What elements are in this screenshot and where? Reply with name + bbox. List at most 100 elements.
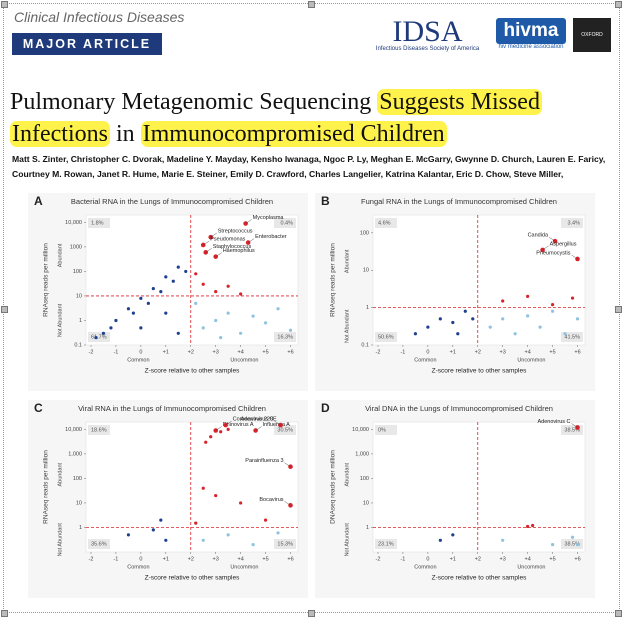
label-leader <box>548 236 556 242</box>
data-point <box>438 317 442 321</box>
quadrant-label: 0.4% <box>280 220 293 226</box>
data-point <box>159 518 163 522</box>
data-point <box>226 311 230 315</box>
x-right-label: Uncommon <box>230 357 258 363</box>
resize-handle[interactable] <box>615 1 622 8</box>
quadrant-label-box <box>88 425 110 435</box>
label-leader <box>255 426 262 431</box>
x-tick-label: +2 <box>188 556 194 562</box>
resize-handle[interactable] <box>1 610 8 617</box>
labeled-point <box>575 425 580 430</box>
quadrant-label-box <box>375 332 397 342</box>
y-tick-label: 100 <box>73 269 82 275</box>
data-point <box>109 326 113 330</box>
quadrant-label: 3.4% <box>567 220 580 226</box>
point-label: Pseudomonas <box>210 236 245 242</box>
resize-handle[interactable] <box>1 306 8 313</box>
data-point <box>570 535 575 539</box>
data-point <box>550 543 555 547</box>
data-point <box>276 531 280 535</box>
point-label: Pneumocystis <box>536 250 570 256</box>
data-point <box>526 524 530 529</box>
data-point <box>214 318 218 323</box>
x-tick-label: +5 <box>549 349 555 355</box>
plot-area <box>85 421 299 553</box>
point-label: Staphylococcus <box>213 244 252 250</box>
quadrant-label: 1.8% <box>91 220 104 226</box>
x-axis-title: Z-score relative to other samples <box>145 575 240 582</box>
logo-text: hivma <box>496 18 566 44</box>
resize-handle[interactable] <box>308 610 315 617</box>
data-point <box>201 282 205 286</box>
y-tick-label: 1 <box>366 525 369 531</box>
data-point <box>194 521 198 525</box>
point-label: Rhinovirus A <box>223 422 254 428</box>
data-point <box>488 325 492 329</box>
hivma-logo: hivma hiv medicine association <box>496 18 566 54</box>
quadrant-label: 15.3% <box>277 541 293 547</box>
y-high-label: Abundant <box>57 462 63 486</box>
data-point <box>451 533 455 537</box>
data-point <box>226 284 230 288</box>
panel-letter: A <box>34 194 43 208</box>
resize-handle[interactable] <box>308 1 315 8</box>
quadrant-label: 38.5% <box>564 427 580 433</box>
quadrant-label: 23.1% <box>378 541 394 547</box>
label-leader <box>225 420 232 426</box>
journal-name: Clinical Infectious Diseases <box>14 9 185 25</box>
panel-letter: B <box>321 194 330 208</box>
x-tick-label: 0 <box>426 556 429 562</box>
authors: Matt S. Zinter, Christopher C. Dvorak, M… <box>12 152 617 182</box>
y-low-label: Not Abundant <box>344 523 350 557</box>
idsa-logo: IDSA Infectious Diseases Society of Ameri… <box>365 17 490 53</box>
x-tick-label: +1 <box>450 556 456 562</box>
labeled-point <box>278 422 283 428</box>
x-left-label: Common <box>414 564 436 570</box>
label-leader <box>205 248 212 253</box>
data-point <box>171 279 175 283</box>
data-point <box>288 328 293 332</box>
panel-title: Bacterial RNA in the Lungs of Immunocomp… <box>71 197 273 206</box>
resize-handle[interactable] <box>1 1 8 8</box>
data-point <box>139 296 143 300</box>
quadrant-label-box <box>274 425 296 435</box>
resize-handle[interactable] <box>615 610 622 617</box>
quadrant-label: 41.5% <box>564 334 580 340</box>
x-tick-label: -1 <box>113 556 118 562</box>
data-point <box>451 320 455 325</box>
x-axis-title: Z-score relative to other samples <box>145 368 240 375</box>
logo-subtext: Infectious Diseases Society of America <box>375 46 480 52</box>
x-tick-label: +5 <box>549 556 555 562</box>
resize-handle[interactable] <box>615 306 622 313</box>
data-point <box>263 321 268 325</box>
data-point <box>151 286 155 291</box>
data-point <box>501 317 505 321</box>
data-point <box>176 331 180 335</box>
label-leader <box>284 462 291 467</box>
y-low-label: Not Abundant <box>57 523 63 557</box>
x-tick-label: +3 <box>500 349 506 355</box>
y-tick-label: 100 <box>360 476 369 482</box>
x-tick-label: +3 <box>213 556 219 562</box>
data-point <box>531 523 535 528</box>
x-tick-label: +2 <box>475 556 481 562</box>
x-tick-label: +1 <box>163 349 169 355</box>
oxford-logo: OXFORD <box>573 18 611 52</box>
quadrant-label: 18.6% <box>91 427 107 433</box>
panel-letter: C <box>34 401 43 415</box>
title-line: Pulmonary Metagenomic Sequencing Suggest… <box>10 86 542 118</box>
y-high-label: Abundant <box>344 462 350 486</box>
quadrant-label: 50.6% <box>378 334 394 340</box>
y-tick-label: 10,000 <box>352 427 369 433</box>
data-point <box>114 318 118 323</box>
data-point <box>550 303 555 307</box>
quadrant-label: 38.5% <box>564 541 580 547</box>
quadrant-label-box <box>375 218 397 228</box>
y-high-label: Abundant <box>57 243 63 267</box>
quadrant-label-box <box>274 539 296 549</box>
data-point <box>501 538 505 542</box>
data-point <box>239 501 243 505</box>
data-point <box>263 518 268 522</box>
panel-title: Viral DNA in the Lungs of Immunocompromi… <box>365 404 553 413</box>
